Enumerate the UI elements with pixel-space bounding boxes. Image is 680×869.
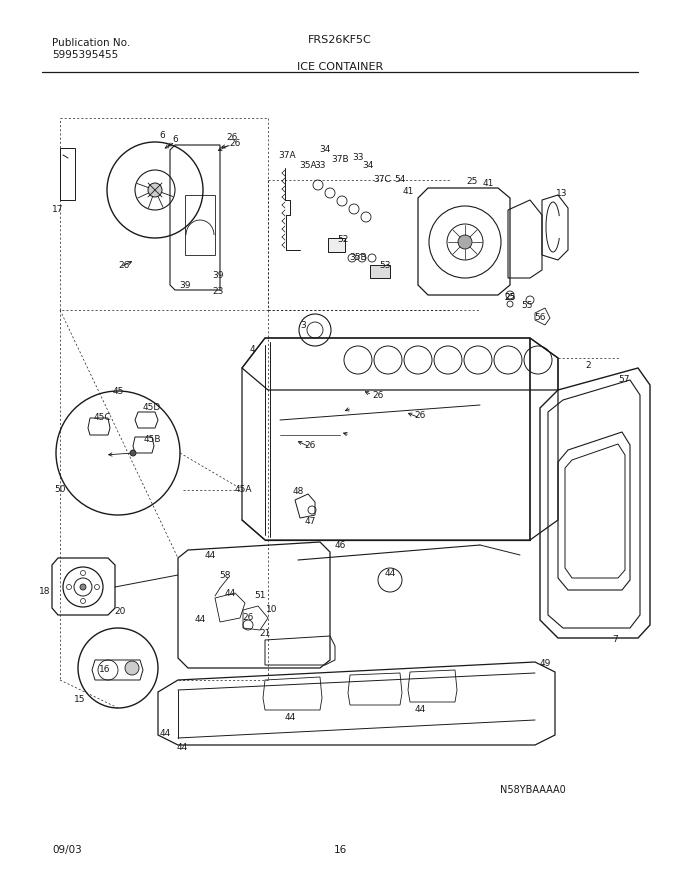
- Circle shape: [458, 235, 472, 249]
- Text: 41: 41: [482, 178, 494, 188]
- Text: Publication No.: Publication No.: [52, 38, 131, 48]
- Text: 45B: 45B: [143, 435, 160, 445]
- Text: 16: 16: [99, 666, 111, 674]
- Text: 45: 45: [112, 388, 124, 396]
- Text: 44: 44: [284, 713, 296, 722]
- Text: 34: 34: [320, 145, 330, 155]
- Text: 4: 4: [249, 346, 255, 355]
- Text: 41: 41: [403, 188, 413, 196]
- Text: 54: 54: [394, 176, 406, 184]
- Circle shape: [125, 661, 139, 675]
- Text: 45A: 45A: [234, 486, 252, 494]
- Text: 44: 44: [384, 568, 396, 578]
- Text: N58YBAAAA0: N58YBAAAA0: [500, 785, 566, 795]
- Text: 26: 26: [229, 138, 241, 148]
- Text: 26: 26: [226, 134, 238, 143]
- Text: 44: 44: [414, 706, 426, 714]
- Circle shape: [80, 584, 86, 590]
- Text: 46: 46: [335, 541, 345, 549]
- Text: 26: 26: [373, 390, 384, 400]
- Text: 52: 52: [337, 235, 349, 244]
- Text: 39: 39: [212, 270, 224, 280]
- Text: 18: 18: [39, 587, 51, 596]
- Text: 25: 25: [466, 177, 477, 187]
- Text: 25: 25: [505, 294, 515, 302]
- Text: 44: 44: [159, 728, 171, 738]
- Text: FRS26KF5C: FRS26KF5C: [308, 35, 372, 45]
- Text: 35A: 35A: [299, 161, 317, 169]
- Text: 35B: 35B: [350, 254, 367, 262]
- Text: 13: 13: [556, 189, 568, 197]
- Text: 37B: 37B: [331, 156, 349, 164]
- Text: 47: 47: [305, 518, 316, 527]
- Text: 53: 53: [379, 261, 391, 269]
- Text: 58: 58: [219, 571, 231, 580]
- Text: 55: 55: [522, 301, 532, 309]
- Text: 23: 23: [212, 288, 224, 296]
- Text: 33: 33: [352, 152, 364, 162]
- Text: 2: 2: [585, 362, 591, 370]
- Text: 49: 49: [539, 660, 551, 668]
- Text: ICE CONTAINER: ICE CONTAINER: [297, 62, 383, 72]
- Polygon shape: [328, 238, 345, 252]
- Text: 48: 48: [292, 488, 304, 496]
- Text: 26: 26: [118, 261, 129, 269]
- Text: 5995395455: 5995395455: [52, 50, 118, 60]
- Circle shape: [148, 183, 162, 197]
- Polygon shape: [370, 265, 390, 278]
- Text: 44: 44: [176, 744, 188, 753]
- Text: 57: 57: [618, 375, 630, 384]
- Text: 33: 33: [314, 161, 326, 169]
- Text: 51: 51: [254, 591, 266, 600]
- Text: 21: 21: [259, 628, 271, 638]
- Text: 39: 39: [180, 281, 191, 289]
- Text: 16: 16: [333, 845, 347, 855]
- Text: 3: 3: [300, 321, 306, 329]
- Text: 37A: 37A: [278, 150, 296, 160]
- Text: 26: 26: [242, 614, 254, 622]
- Text: 17: 17: [52, 205, 64, 215]
- Text: 09/03: 09/03: [52, 845, 82, 855]
- Text: 25: 25: [505, 294, 515, 302]
- Text: 6: 6: [172, 136, 178, 144]
- Text: 26: 26: [305, 441, 316, 449]
- Text: 44: 44: [205, 550, 216, 560]
- Text: 44: 44: [194, 615, 205, 625]
- Circle shape: [130, 450, 136, 456]
- Text: 15: 15: [74, 695, 86, 705]
- Text: 44: 44: [224, 588, 236, 598]
- Text: 7: 7: [612, 635, 618, 645]
- Text: 50: 50: [54, 486, 66, 494]
- Text: 20: 20: [114, 607, 126, 616]
- Text: 56: 56: [534, 314, 546, 322]
- Text: 6: 6: [159, 131, 165, 141]
- Text: 45D: 45D: [143, 403, 161, 413]
- Text: 26: 26: [414, 410, 426, 420]
- Text: 37C: 37C: [373, 176, 391, 184]
- Text: 45C: 45C: [93, 414, 111, 422]
- Text: 10: 10: [267, 606, 277, 614]
- Text: 34: 34: [362, 161, 374, 169]
